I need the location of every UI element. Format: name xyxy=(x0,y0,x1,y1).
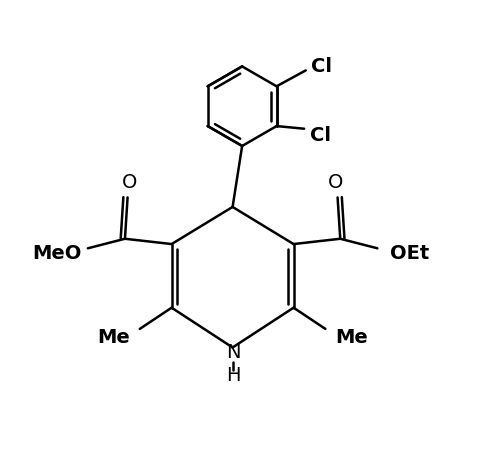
Text: Cl: Cl xyxy=(311,57,332,76)
Text: OEt: OEt xyxy=(390,244,429,263)
Text: Cl: Cl xyxy=(310,125,331,145)
Text: Me: Me xyxy=(335,328,368,347)
Text: H: H xyxy=(227,366,241,385)
Text: MeO: MeO xyxy=(32,244,82,263)
Text: N: N xyxy=(227,343,241,362)
Text: O: O xyxy=(122,173,137,192)
Text: Me: Me xyxy=(97,328,130,347)
Text: O: O xyxy=(328,173,343,192)
